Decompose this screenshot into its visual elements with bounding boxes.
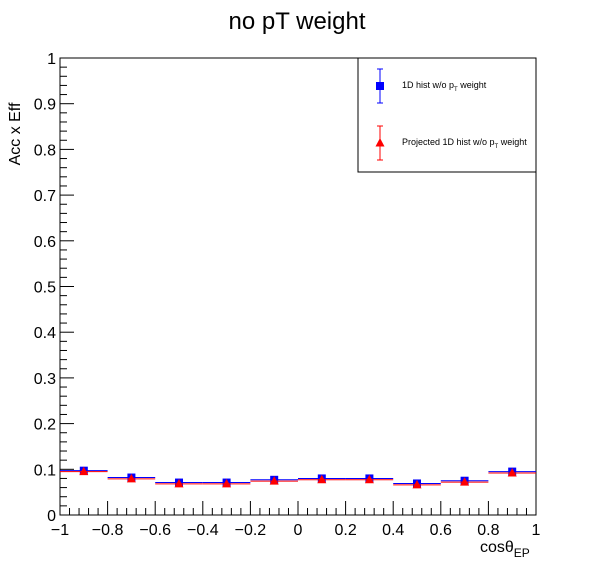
y-tick-label: 0.9 — [34, 97, 56, 114]
y-tick-label: 1 — [47, 51, 56, 68]
x-axis-label: cosθEP — [480, 539, 530, 560]
legend-marker-triangle — [375, 138, 385, 147]
legend: 1D hist w/o pT weight Projected 1D hist w… — [357, 57, 537, 173]
data-point-triangle — [317, 474, 327, 484]
legend-entry: 1D hist w/o pT weight — [376, 68, 487, 104]
legend-box — [357, 57, 537, 173]
data-point-triangle — [174, 478, 184, 488]
legend-label: 1D hist w/o pT weight — [402, 80, 487, 93]
y-tick-label: 0.8 — [34, 142, 56, 159]
data-point-triangle — [412, 479, 422, 489]
x-tick-label: 1 — [532, 522, 541, 539]
data-point-triangle — [269, 476, 279, 485]
y-tick-label: 0.3 — [34, 371, 56, 388]
y-tick-label: 0.1 — [34, 462, 56, 479]
y-tick-label: 0.4 — [34, 325, 56, 342]
data-point-triangle — [126, 473, 136, 483]
data-point-triangle — [79, 466, 89, 476]
axis-ticks — [59, 57, 537, 516]
x-tick-label: 0 — [294, 522, 303, 539]
legend-entry: Projected 1D hist w/o pT weight — [375, 125, 527, 161]
x-tick-label: −0.4 — [187, 522, 219, 539]
series-triangle — [60, 466, 536, 489]
x-tick-label: 0.6 — [430, 522, 452, 539]
data-point-triangle — [507, 467, 517, 477]
data-point-triangle — [222, 478, 232, 488]
x-axis-label-subscript: EP — [514, 546, 530, 560]
y-tick-label: 0 — [47, 508, 56, 525]
x-tick-label: −0.6 — [139, 522, 171, 539]
x-tick-label: 0.4 — [382, 522, 404, 539]
data-point-triangle — [460, 477, 470, 486]
x-tick-label: −0.8 — [92, 522, 124, 539]
x-tick-label: −0.2 — [235, 522, 267, 539]
y-axis-label: Acc x Eff — [7, 102, 24, 165]
y-tick-label: 0.5 — [34, 280, 56, 297]
x-tick-label: 0.2 — [334, 522, 356, 539]
x-axis-label-main: cosθ — [480, 539, 514, 556]
legend-label: Projected 1D hist w/o pT weight — [402, 137, 527, 150]
data-series — [60, 466, 536, 489]
y-tick-label: 0.2 — [34, 417, 56, 434]
y-tick-label: 0.7 — [34, 188, 56, 205]
x-tick-label: −1 — [51, 522, 69, 539]
data-point-triangle — [364, 474, 374, 484]
y-tick-label: 0.6 — [34, 234, 56, 251]
legend-marker-square — [376, 82, 384, 90]
chart-title: no pT weight — [229, 8, 366, 35]
axis-tick-labels: −1 −0.8 −0.6 −0.4 −0.2 0 0.2 0.4 0.6 0.8 1 0 0.1 0.2 0… — [34, 51, 541, 539]
x-tick-label: 0.8 — [477, 522, 499, 539]
